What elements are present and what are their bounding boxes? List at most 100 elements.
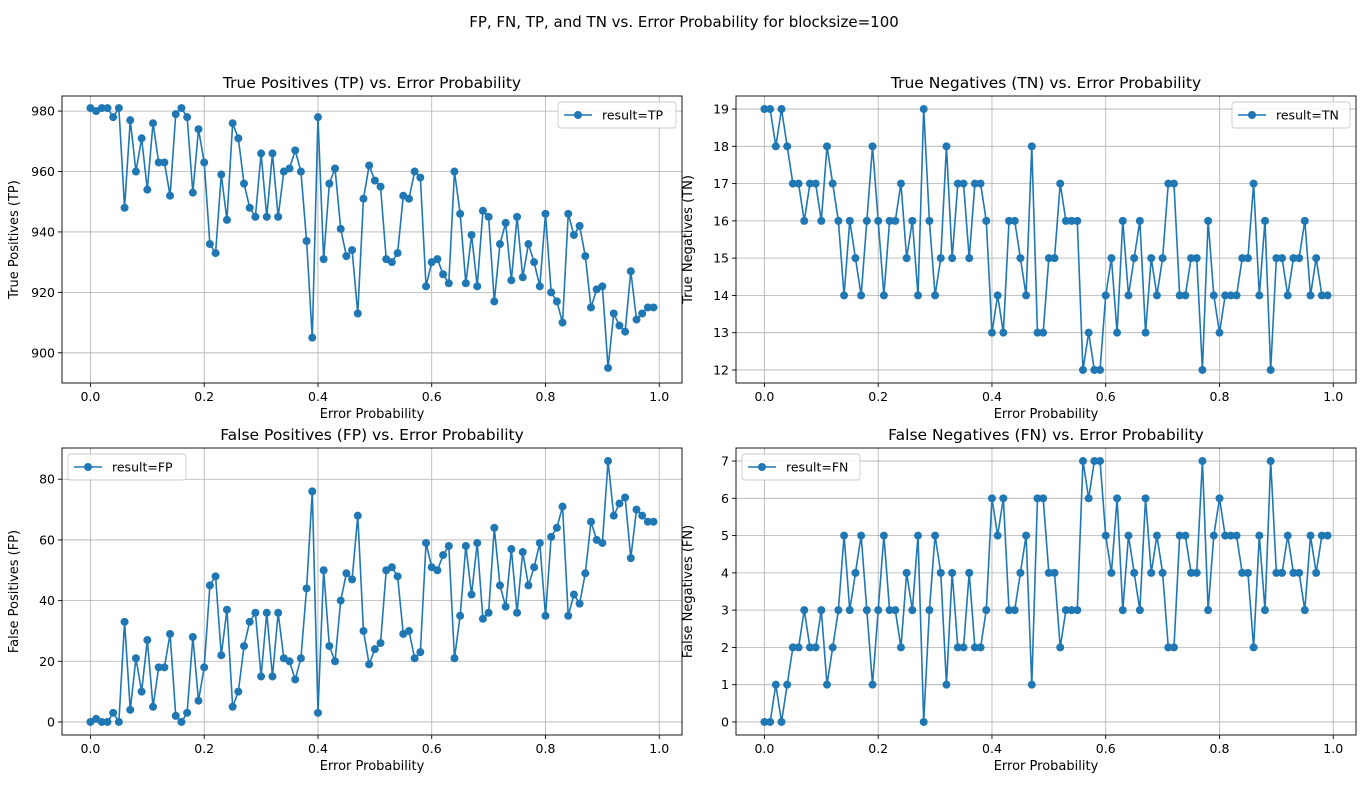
data-point	[868, 680, 877, 689]
data-point	[325, 179, 334, 188]
data-point	[478, 614, 487, 623]
data-point	[953, 643, 962, 652]
x-tick-label: 0.4	[308, 389, 328, 404]
data-point	[211, 572, 220, 581]
y-tick-label: 940	[31, 224, 55, 239]
data-point	[1096, 365, 1105, 374]
y-tick-label: 7	[721, 454, 729, 469]
data-point	[103, 717, 112, 726]
data-point	[879, 531, 888, 540]
data-point	[188, 188, 197, 197]
data-point	[626, 554, 635, 563]
data-point	[834, 216, 843, 225]
data-point	[942, 680, 951, 689]
data-point	[609, 309, 618, 318]
y-tick-label: 80	[39, 472, 55, 487]
data-point	[1039, 494, 1048, 503]
series-line	[90, 105, 654, 368]
x-tick-label: 0.8	[1210, 389, 1230, 404]
data-point	[547, 532, 556, 541]
legend-box	[1231, 101, 1351, 129]
data-point	[126, 116, 135, 125]
data-point	[931, 531, 940, 540]
data-point	[484, 212, 493, 221]
data-point	[908, 216, 917, 225]
data-point	[1289, 568, 1298, 577]
data-point	[461, 279, 470, 288]
data-point	[359, 194, 368, 203]
data-point	[370, 176, 379, 185]
data-point	[1181, 291, 1190, 300]
data-point	[788, 179, 797, 188]
data-point	[851, 254, 860, 263]
data-point	[552, 523, 561, 532]
data-point	[274, 608, 283, 617]
y-tick-label: 920	[31, 285, 55, 300]
data-point	[982, 606, 991, 615]
data-point	[1169, 179, 1178, 188]
data-point	[766, 717, 775, 726]
data-point	[1101, 291, 1110, 300]
data-point	[274, 212, 283, 221]
data-point	[1300, 216, 1309, 225]
data-point	[183, 113, 192, 122]
data-point	[1198, 457, 1207, 466]
data-point	[581, 569, 590, 578]
data-point	[1061, 216, 1070, 225]
data-point	[1249, 643, 1258, 652]
chart-fn: 0.0 0.2 0.4 0.6 0.8 1.0 0 1 2 3 4 5 6 7 False Negative…	[681, 426, 1357, 774]
data-point	[120, 203, 129, 212]
x-tick-label: 0.4	[308, 741, 328, 756]
data-point	[109, 113, 118, 122]
data-point	[1215, 328, 1224, 337]
data-point	[1078, 457, 1087, 466]
data-point	[1300, 606, 1309, 615]
data-point	[1192, 254, 1201, 263]
data-point	[1255, 531, 1264, 540]
data-point	[621, 327, 630, 336]
y-tick-label: 15	[713, 251, 729, 266]
y-tick-label: 17	[713, 176, 729, 191]
data-point	[296, 167, 305, 176]
data-point	[103, 104, 112, 113]
data-point	[331, 164, 340, 173]
data-point	[404, 626, 413, 635]
data-point	[547, 288, 556, 297]
data-point	[771, 142, 780, 151]
legend-marker	[1248, 111, 1256, 119]
data-point	[319, 255, 328, 264]
data-point	[569, 590, 578, 599]
data-point	[857, 291, 866, 300]
x-tick-label: 0.0	[754, 741, 774, 756]
data-point	[484, 608, 493, 617]
axes-frame	[735, 95, 1357, 384]
data-point	[268, 149, 277, 158]
x-tick-label: 0.2	[868, 389, 888, 404]
data-point	[649, 303, 658, 312]
data-point	[1295, 568, 1304, 577]
x-tick-label: 0.0	[80, 389, 100, 404]
data-point	[251, 212, 260, 221]
data-point	[160, 663, 169, 672]
data-point	[535, 282, 544, 291]
legend-box	[557, 101, 677, 129]
data-point	[828, 643, 837, 652]
x-tick-label: 0.0	[754, 389, 774, 404]
data-point	[1152, 531, 1161, 540]
data-point	[1323, 291, 1332, 300]
data-point	[308, 487, 317, 496]
data-point	[760, 717, 769, 726]
chart-title: False Positives (FP) vs. Error Probabili…	[220, 426, 524, 444]
data-point	[228, 119, 237, 128]
data-point	[1084, 328, 1093, 337]
data-point	[1135, 216, 1144, 225]
data-point	[194, 696, 203, 705]
data-point	[586, 517, 595, 526]
y-tick-label: 12	[713, 362, 729, 377]
data-point	[473, 282, 482, 291]
data-point	[643, 517, 652, 526]
data-point	[959, 179, 968, 188]
data-point	[1022, 531, 1031, 540]
data-point	[234, 687, 243, 696]
data-point	[177, 717, 186, 726]
